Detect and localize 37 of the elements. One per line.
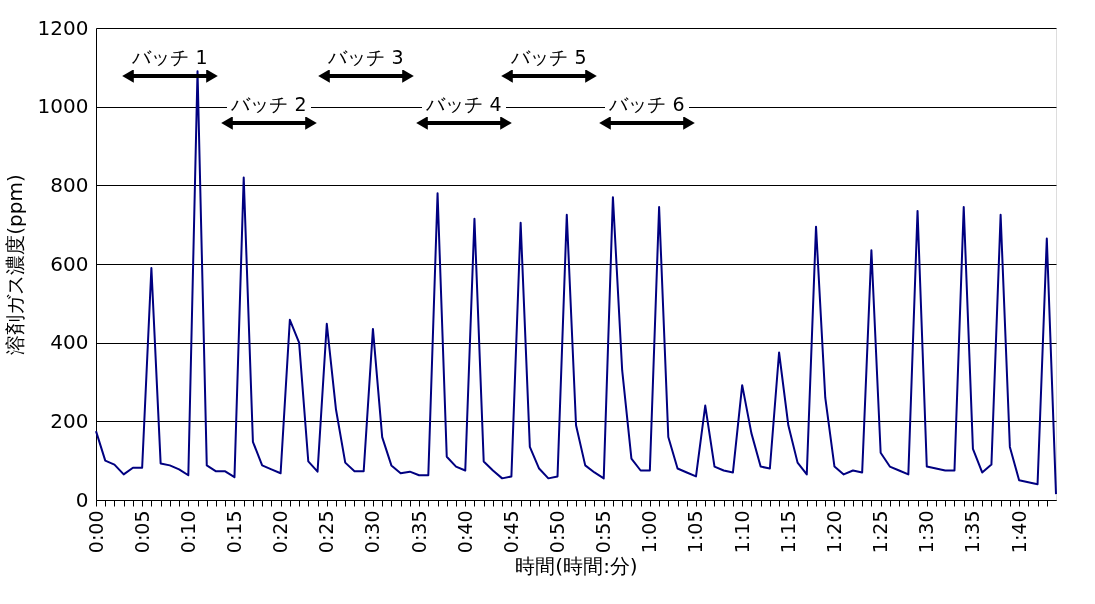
y-tick-label: 1200 [37, 15, 89, 40]
x-tick-label: 1:35 [961, 510, 984, 554]
x-tick-label: 1:30 [915, 510, 938, 554]
annotation: バッチ 5 [510, 46, 587, 68]
x-tick-label: 0:50 [546, 510, 569, 554]
x-tick-label: 0:25 [315, 510, 338, 554]
y-tick-label: 0 [75, 487, 89, 512]
y-tick-label: 400 [50, 330, 89, 355]
x-tick-label: 1:05 [684, 510, 707, 554]
annotation: バッチ 3 [327, 46, 404, 68]
x-tick-label: 0:10 [176, 510, 199, 554]
annotation: バッチ 6 [608, 93, 685, 115]
y-tick-label: 800 [50, 172, 89, 197]
x-axis-title: 時間(時間:分) [515, 554, 638, 579]
annotation: バッチ 4 [425, 93, 502, 115]
x-tick-label: 0:05 [130, 510, 153, 554]
y-tick-label: 1000 [37, 94, 89, 119]
x-tick-label: 0:35 [407, 510, 430, 554]
x-tick-label: 0:00 [84, 510, 107, 554]
annotation: バッチ 1 [131, 46, 208, 68]
x-tick-label: 0:30 [361, 510, 384, 554]
x-tick-label: 0:55 [592, 510, 615, 554]
x-tick-label: 1:15 [776, 510, 799, 554]
line-series [95, 70, 1057, 496]
y-tick-label: 600 [50, 251, 89, 276]
x-tick-label: 1:10 [730, 510, 753, 554]
y-axis-title: 溶剤ガス濃度(ppm) [2, 174, 27, 355]
x-tick-label: 1:40 [1007, 510, 1030, 554]
x-tick-label: 0:45 [499, 510, 522, 554]
x-tick-label: 1:25 [869, 510, 892, 554]
x-tick-label: 0:40 [453, 510, 476, 554]
x-tick-label: 1:00 [638, 510, 661, 554]
x-tick-label: 0:15 [222, 510, 245, 554]
y-tick-label: 200 [50, 408, 89, 433]
x-tick-label: 1:20 [822, 510, 845, 554]
x-tick-label: 0:20 [269, 510, 292, 554]
annotation: バッチ 2 [230, 93, 307, 115]
